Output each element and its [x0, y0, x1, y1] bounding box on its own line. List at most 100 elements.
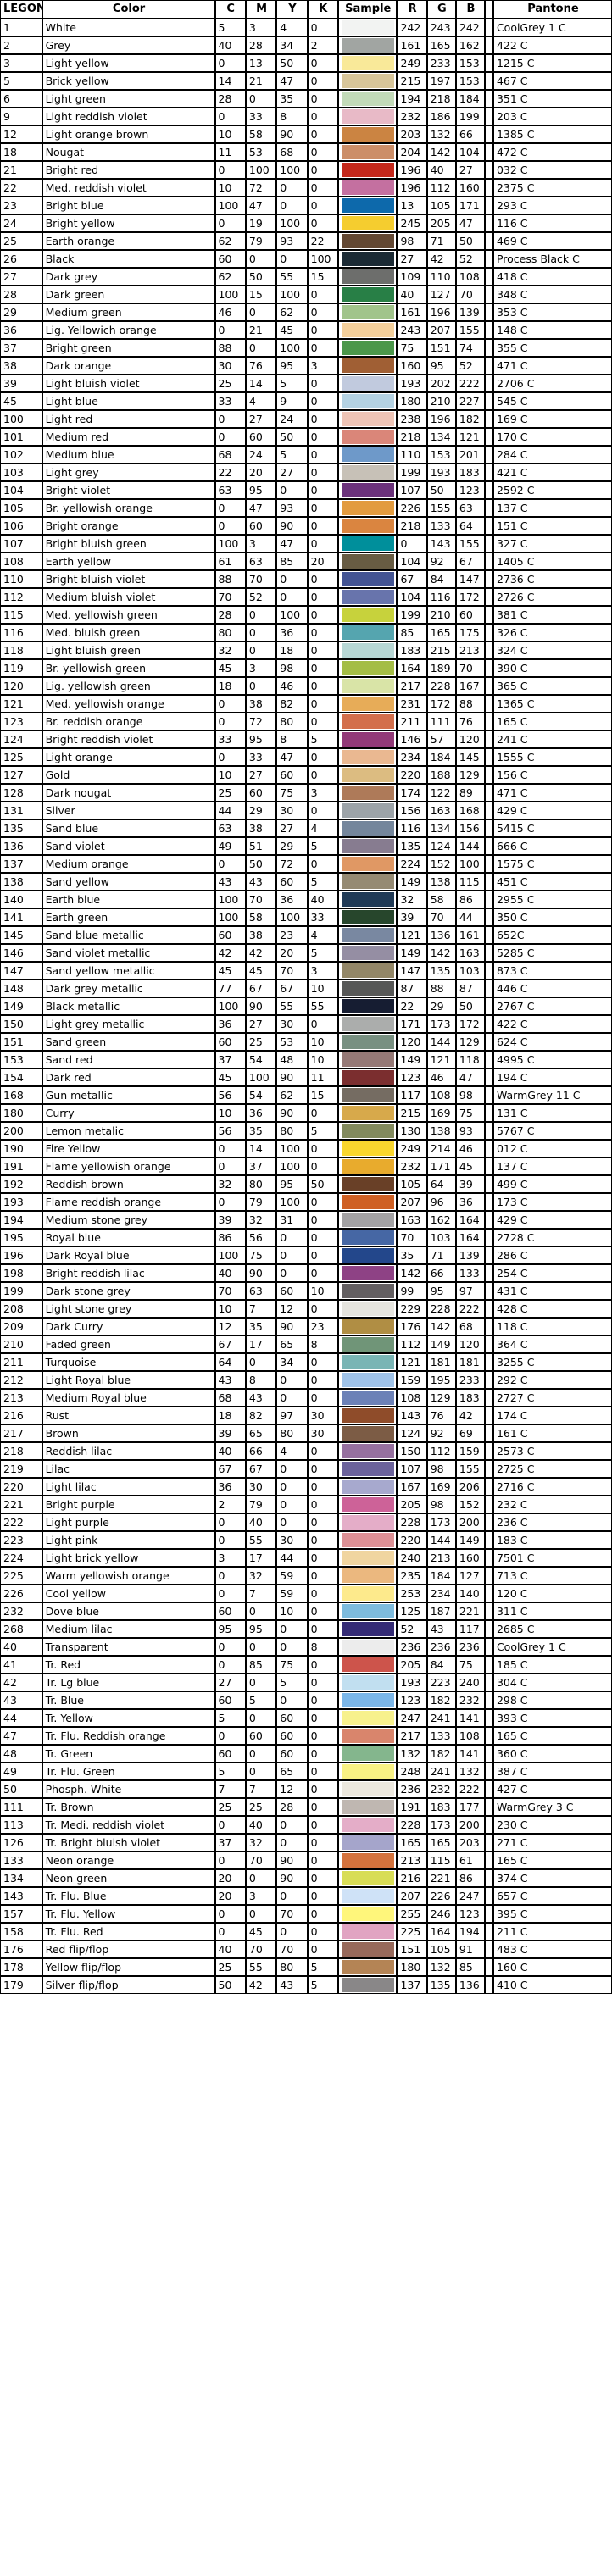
cell-key: 0: [307, 1745, 339, 1763]
cell-spacer: [485, 1478, 493, 1496]
cell-legono: 131: [0, 802, 42, 819]
cell-blue: 175: [455, 624, 486, 641]
cell-key: 11: [307, 1069, 339, 1086]
cell-green: 110: [426, 268, 456, 286]
cell-pantone: 2728 C: [492, 1229, 612, 1246]
cell-cyan: 63: [214, 481, 246, 499]
cell-color-name: Tr. Flu. Blue: [42, 1887, 215, 1905]
color-swatch: [342, 1853, 395, 1868]
table-row: 138 Sand yellow 43 43 60 5 149 138 115 451 C: [0, 873, 612, 891]
cell-cyan: 5: [214, 1763, 246, 1780]
cell-legono: 107: [0, 535, 42, 552]
cell-spacer: [485, 321, 493, 339]
cell-pantone: 350 C: [492, 908, 612, 926]
cell-pantone: 355 C: [492, 339, 612, 357]
cell-color-name: Bright reddish lilac: [42, 1264, 215, 1282]
cell-pantone: 169 C: [492, 410, 612, 428]
cell-key: 0: [307, 108, 339, 125]
color-swatch: [342, 1302, 395, 1316]
cell-pantone: 165 C: [492, 713, 612, 730]
cell-pantone: CoolGrey 1 C: [492, 19, 612, 36]
cell-blue: 162: [455, 36, 486, 54]
cell-spacer: [485, 570, 493, 588]
cell-green: 243: [426, 19, 456, 36]
cell-red: 124: [397, 1424, 427, 1442]
cell-cyan: 0: [214, 161, 246, 179]
cell-yellow: 0: [276, 1229, 308, 1246]
cell-magenta: 42: [245, 944, 277, 962]
cell-blue: 52: [455, 250, 486, 268]
cell-blue: 221: [455, 1602, 486, 1620]
cell-magenta: 50: [245, 855, 277, 873]
table-row: 213 Medium Royal blue 68 43 0 0 108 129 183 2727 …: [0, 1389, 612, 1407]
cell-green: 207: [426, 321, 456, 339]
color-sample-cell: [338, 1033, 398, 1051]
color-swatch: [342, 946, 395, 960]
color-swatch: [342, 981, 395, 996]
cell-cyan: 60: [214, 926, 246, 944]
cell-legono: 37: [0, 339, 42, 357]
color-sample-cell: [338, 1478, 398, 1496]
cell-color-name: Bright reddish violet: [42, 730, 215, 748]
cell-spacer: [485, 1389, 493, 1407]
cell-key: 0: [307, 1905, 339, 1923]
cell-yellow: 4: [276, 1442, 308, 1460]
cell-legono: 104: [0, 481, 42, 499]
cell-key: 0: [307, 624, 339, 641]
table-row: 225 Warm yellowish orange 0 32 59 0 235 184 127 7…: [0, 1567, 612, 1585]
cell-green: 98: [426, 1460, 456, 1478]
cell-red: 39: [397, 908, 427, 926]
cell-pantone: 137 C: [492, 1158, 612, 1175]
cell-red: 191: [397, 1798, 427, 1816]
cell-green: 165: [426, 1834, 456, 1852]
cell-magenta: 47: [245, 197, 277, 214]
table-row: 126 Tr. Bright bluish violet 37 32 0 0 165 165 2…: [0, 1834, 612, 1852]
color-sample-cell: [338, 1816, 398, 1834]
cell-key: 0: [307, 713, 339, 730]
cell-red: 245: [397, 214, 427, 232]
cell-key: 10: [307, 980, 339, 997]
cell-pantone: 2767 C: [492, 997, 612, 1015]
table-row: 135 Sand blue 63 38 27 4 116 134 156 5415 C: [0, 819, 612, 837]
cell-green: 169: [426, 1478, 456, 1496]
color-swatch: [342, 1622, 395, 1636]
cell-magenta: 66: [245, 1442, 277, 1460]
cell-pantone: 467 C: [492, 72, 612, 90]
cell-yellow: 100: [276, 214, 308, 232]
cell-pantone: 381 C: [492, 606, 612, 624]
color-swatch: [342, 1657, 395, 1672]
cell-pantone: 165 C: [492, 1852, 612, 1869]
color-swatch: [342, 1924, 395, 1939]
cell-magenta: 33: [245, 748, 277, 766]
cell-legono: 125: [0, 748, 42, 766]
cell-magenta: 70: [245, 891, 277, 908]
cell-green: 144: [426, 1531, 456, 1549]
cell-cyan: 40: [214, 1264, 246, 1282]
cell-spacer: [485, 748, 493, 766]
color-swatch: [342, 1177, 395, 1191]
cell-yellow: 0: [276, 1691, 308, 1709]
cell-cyan: 10: [214, 766, 246, 784]
cell-blue: 117: [455, 1620, 486, 1638]
cell-legono: 48: [0, 1745, 42, 1763]
cell-pantone: 365 C: [492, 677, 612, 695]
cell-legono: 179: [0, 1976, 42, 1994]
cell-pantone: 428 C: [492, 1300, 612, 1318]
cell-key: 22: [307, 232, 339, 250]
cell-pantone: 254 C: [492, 1264, 612, 1282]
table-row: 9 Light reddish violet 0 33 8 0 232 186 199 203 C: [0, 108, 612, 125]
cell-magenta: 54: [245, 1086, 277, 1104]
color-sample-cell: [338, 962, 398, 980]
cell-legono: 210: [0, 1335, 42, 1353]
cell-green: 105: [426, 197, 456, 214]
cell-key: 20: [307, 552, 339, 570]
cell-magenta: 0: [245, 250, 277, 268]
cell-cyan: 10: [214, 1300, 246, 1318]
table-row: 41 Tr. Red 0 85 75 0 205 84 75 185 C: [0, 1656, 612, 1674]
cell-color-name: Dark stone grey: [42, 1282, 215, 1300]
cell-legono: 18: [0, 143, 42, 161]
cell-cyan: 0: [214, 1513, 246, 1531]
cell-cyan: 100: [214, 197, 246, 214]
cell-legono: 105: [0, 499, 42, 517]
cell-yellow: 100: [276, 286, 308, 303]
